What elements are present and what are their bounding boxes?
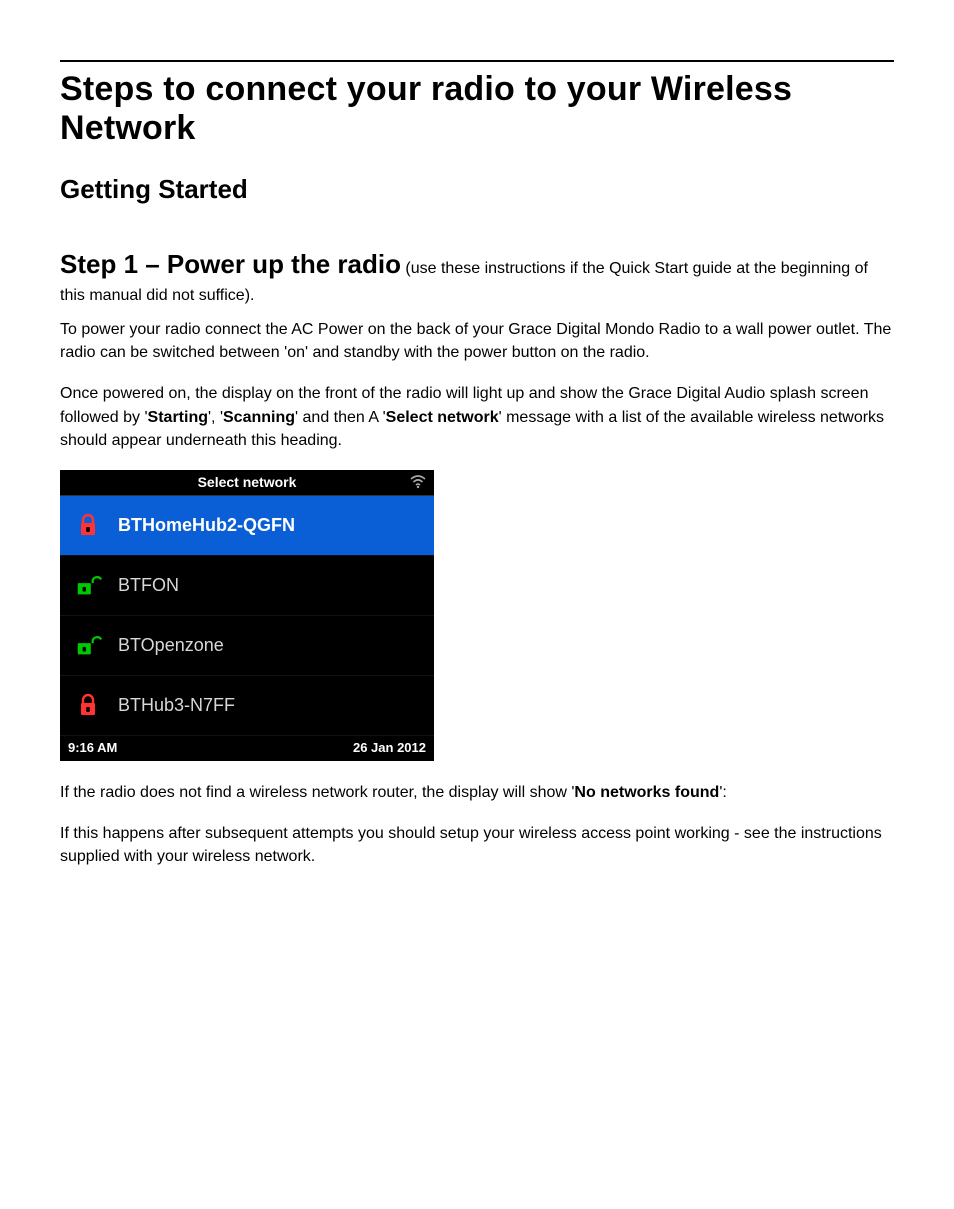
bold-select-network: Select network bbox=[386, 409, 499, 426]
device-titlebar: Select network bbox=[60, 470, 434, 496]
page-title: Steps to connect your radio to your Wire… bbox=[60, 70, 894, 148]
step1-prefix: Step 1 – Power up the radio bbox=[60, 249, 401, 279]
para-followup: If this happens after subsequent attempt… bbox=[60, 822, 894, 868]
lock-open-icon bbox=[74, 571, 102, 599]
bold-scanning: Scanning bbox=[223, 409, 295, 426]
network-label: BTOpenzone bbox=[118, 635, 224, 656]
device-select-network-screen: Select network BTHomeHub2-QGFN BTFON BTOpe… bbox=[60, 470, 434, 761]
para-display-1b: ', ' bbox=[208, 409, 223, 426]
network-label: BTHomeHub2-QGFN bbox=[118, 515, 295, 536]
network-item[interactable]: BTHomeHub2-QGFN bbox=[60, 496, 434, 556]
bold-nonet: No networks found bbox=[574, 784, 719, 801]
lock-closed-icon bbox=[74, 691, 102, 719]
network-list: BTHomeHub2-QGFN BTFON BTOpenzone BTHub3-N7F… bbox=[60, 496, 434, 736]
subsection-title: Getting Started bbox=[60, 174, 894, 205]
para-nonet-a: If the radio does not find a wireless ne… bbox=[60, 784, 574, 801]
device-footer: 9:16 AM 26 Jan 2012 bbox=[60, 736, 434, 761]
para-power: To power your radio connect the AC Power… bbox=[60, 318, 894, 364]
para-display-1c: ' and then A ' bbox=[295, 409, 386, 426]
lock-closed-icon bbox=[74, 511, 102, 539]
step1-line: Step 1 – Power up the radio (use these i… bbox=[60, 245, 894, 308]
para-display: Once powered on, the display on the fron… bbox=[60, 382, 894, 452]
device-title: Select network bbox=[198, 474, 297, 490]
lock-open-icon bbox=[74, 631, 102, 659]
network-item[interactable]: BTHub3-N7FF bbox=[60, 676, 434, 736]
para-nonet: If the radio does not find a wireless ne… bbox=[60, 781, 894, 804]
para-nonet-b: ': bbox=[719, 784, 727, 801]
bold-starting: Starting bbox=[148, 409, 208, 426]
network-label: BTHub3-N7FF bbox=[118, 695, 235, 716]
device-date: 26 Jan 2012 bbox=[353, 740, 426, 755]
network-label: BTFON bbox=[118, 575, 179, 596]
network-item[interactable]: BTFON bbox=[60, 556, 434, 616]
network-item[interactable]: BTOpenzone bbox=[60, 616, 434, 676]
wifi-icon bbox=[410, 475, 426, 492]
section-rule bbox=[60, 60, 894, 62]
device-time: 9:16 AM bbox=[68, 740, 117, 755]
